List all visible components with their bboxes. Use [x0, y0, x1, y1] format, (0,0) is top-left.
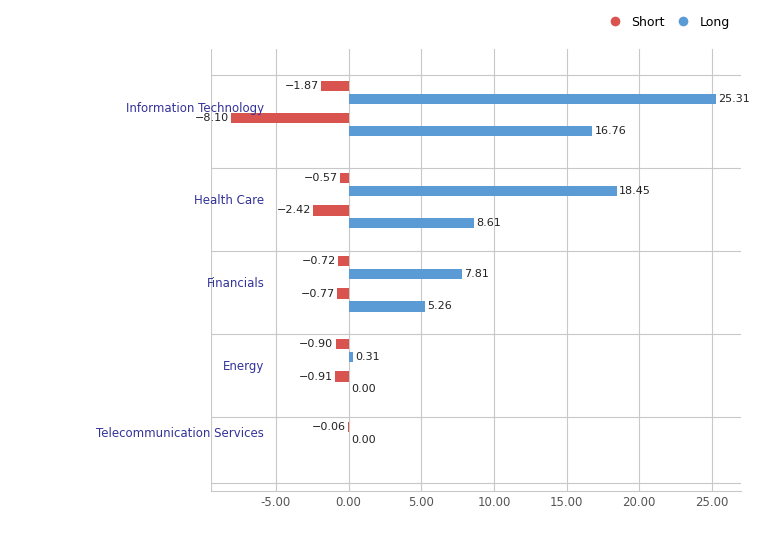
Bar	[349, 218, 473, 228]
Bar	[348, 422, 349, 433]
Text: 25.31: 25.31	[718, 94, 750, 104]
Text: Health Care: Health Care	[194, 194, 264, 207]
Text: −0.77: −0.77	[301, 288, 335, 299]
Text: 0.00: 0.00	[351, 384, 375, 394]
Bar	[349, 186, 617, 196]
Text: 0.00: 0.00	[351, 435, 375, 445]
Bar	[349, 126, 592, 136]
Text: −2.42: −2.42	[277, 206, 311, 215]
Text: −0.06: −0.06	[311, 422, 346, 433]
Bar	[231, 113, 349, 123]
Legend: Short, Long: Short, Long	[597, 11, 735, 33]
Text: −0.90: −0.90	[300, 339, 333, 349]
Bar	[338, 288, 349, 299]
Text: −0.72: −0.72	[302, 256, 336, 266]
Text: −0.91: −0.91	[299, 372, 333, 382]
Text: Energy: Energy	[223, 360, 264, 373]
Text: 16.76: 16.76	[594, 126, 626, 136]
Text: −8.10: −8.10	[195, 113, 229, 123]
Text: 5.26: 5.26	[427, 301, 452, 312]
Bar	[349, 269, 462, 279]
Bar	[340, 173, 349, 183]
Text: −1.87: −1.87	[285, 81, 319, 91]
Bar	[335, 339, 349, 349]
Bar	[335, 372, 349, 382]
Text: 18.45: 18.45	[619, 186, 651, 196]
Bar	[321, 81, 349, 91]
Text: 7.81: 7.81	[464, 269, 489, 279]
Text: 8.61: 8.61	[476, 218, 501, 228]
Bar	[349, 301, 425, 312]
Bar	[349, 352, 353, 362]
Bar	[339, 256, 349, 266]
Text: Information Technology: Information Technology	[126, 102, 264, 115]
Text: Telecommunication Services: Telecommunication Services	[97, 427, 264, 440]
Bar	[314, 205, 349, 215]
Bar	[349, 94, 717, 104]
Text: −0.57: −0.57	[304, 173, 339, 183]
Text: 0.31: 0.31	[356, 352, 380, 362]
Text: Financials: Financials	[207, 278, 264, 291]
